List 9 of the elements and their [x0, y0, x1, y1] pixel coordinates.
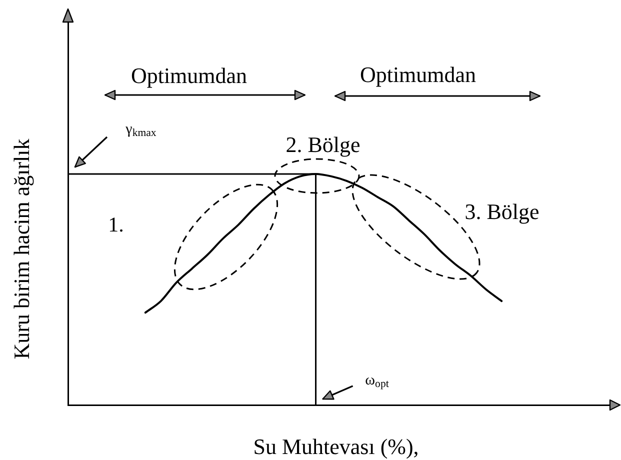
annotation: ω$_{opt}$	[365, 372, 389, 390]
annotation: 1.	[108, 212, 124, 236]
ref-line-label: γ$_{kmax}$	[126, 121, 156, 140]
y-axis-title: Kuru birim hacim ağırlık	[9, 138, 34, 360]
text: Optimumdan	[360, 62, 476, 87]
x-axis-title: Su Muhtevası (%),	[253, 434, 419, 459]
text: Optimumdan	[130, 63, 248, 88]
text: 2. Bölge	[286, 132, 360, 157]
annotation: 3. Bölge	[464, 199, 540, 224]
